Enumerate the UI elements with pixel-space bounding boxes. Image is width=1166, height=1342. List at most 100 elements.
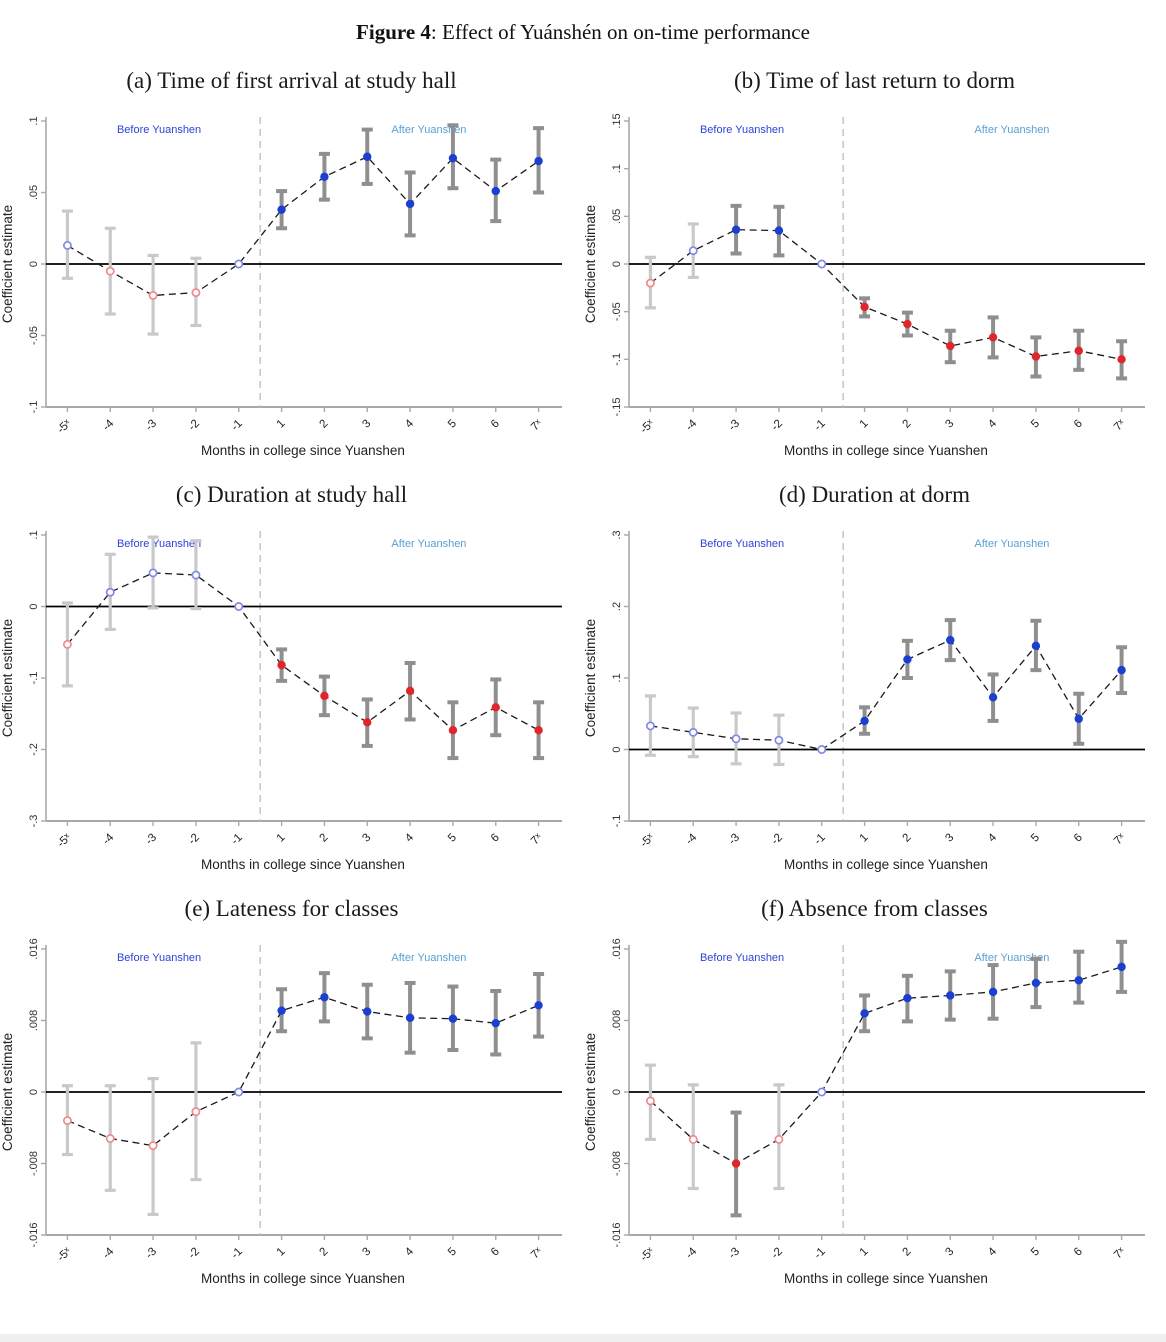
- data-point: [320, 993, 329, 1002]
- data-point: [491, 703, 500, 712]
- data-point: [534, 156, 543, 166]
- y-tick-label: .05: [611, 209, 623, 224]
- x-axis-title: Months in college since Yuanshen: [784, 857, 988, 872]
- data-point: [62, 639, 72, 649]
- x-tick-label: 7ˣ: [529, 1245, 545, 1261]
- data-point: [191, 570, 201, 580]
- x-tick-label: 4: [403, 417, 416, 430]
- before-yuanshen-label: Before Yuanshen: [700, 124, 784, 136]
- x-tick-label: 7ˣ: [529, 831, 545, 847]
- series-line: [650, 639, 1123, 751]
- bottom-strip: [0, 1334, 1166, 1342]
- data-point: [774, 226, 784, 235]
- x-tick-label: -3: [726, 832, 742, 848]
- x-tick-label: -5ˣ: [55, 831, 74, 850]
- x-tick-label: 3: [360, 1246, 373, 1259]
- x-tick-label: -5ˣ: [638, 417, 657, 436]
- panel-c-title: (c) Duration at study hall: [175, 482, 408, 507]
- x-tick-label: 1: [275, 418, 288, 431]
- x-tick-label: 1: [858, 418, 871, 431]
- panel-f: (f) Absence from classes .016 .008 0 -.008 -…: [583, 889, 1166, 1303]
- data-point: [860, 1009, 869, 1018]
- panel-b-plot: .15 .1 .05 0 -.05 -.1 -.15 -5ˣ -4 -3 -2 -1 1 2 3 4 5 6 7ˣ C…: [583, 113, 1145, 458]
- data-point: [946, 341, 955, 351]
- x-tick-label: 5: [1029, 832, 1042, 845]
- data-point: [105, 1134, 115, 1143]
- panel-b-title: (b) Time of last return to dorm: [733, 68, 1016, 93]
- x-tick-label: 6: [1072, 418, 1085, 431]
- x-tick-label: -1: [229, 418, 245, 434]
- data-point: [363, 718, 372, 727]
- data-point: [320, 691, 329, 701]
- data-point: [1117, 962, 1126, 972]
- panel-a: (a) Time of first arrival at study hall …: [0, 61, 583, 475]
- panel-a-title: (a) Time of first arrival at study hall: [126, 68, 457, 93]
- x-tick-label: 3: [943, 418, 956, 431]
- data-point: [405, 686, 415, 696]
- before-yuanshen-label: Before Yuanshen: [117, 952, 201, 964]
- x-tick-label: 4: [403, 1245, 416, 1258]
- data-point: [946, 991, 955, 1000]
- data-point: [448, 725, 458, 735]
- data-point: [191, 1107, 201, 1117]
- y-axis-title: Coefficient estimate: [583, 205, 598, 323]
- data-point: [148, 568, 158, 578]
- data-point: [534, 1001, 543, 1010]
- data-point: [731, 1159, 741, 1168]
- after-yuanshen-label: After Yuanshen: [974, 124, 1049, 136]
- x-tick-label: 2: [901, 1246, 914, 1259]
- data-point: [1074, 346, 1083, 355]
- figure-number: Figure 4: [356, 20, 431, 44]
- data-point: [534, 725, 543, 735]
- x-tick-label: 1: [275, 832, 288, 845]
- data-point: [860, 716, 869, 726]
- series-line: [649, 966, 1122, 1165]
- data-point: [731, 225, 741, 234]
- x-tick-label: 2: [901, 418, 914, 431]
- panel-d-title: (d) Duration at dorm: [779, 482, 970, 507]
- y-tick-label: .008: [611, 1010, 623, 1031]
- x-axis-title: Months in college since Yuanshen: [201, 857, 405, 872]
- x-tick-label: -3: [726, 1246, 742, 1262]
- x-tick-label: 7ˣ: [1112, 831, 1128, 847]
- x-tick-label: -4: [101, 831, 117, 847]
- panel-c-plot: .1 0 -.1 -.2 -.3 -5ˣ -4 -3 -2 -1 1 2 3 4 5 6 7ˣ Coefficie…: [0, 530, 562, 872]
- x-tick-label: 6: [489, 1246, 502, 1259]
- x-tick-label: -3: [726, 418, 742, 434]
- data-point: [903, 319, 912, 329]
- x-tick-label: 1: [858, 1246, 871, 1259]
- data-point: [191, 288, 201, 298]
- data-point: [688, 727, 698, 737]
- x-tick-label: 7ˣ: [1112, 417, 1128, 433]
- x-axis-title: Months in college since Yuanshen: [784, 443, 988, 458]
- x-axis-title: Months in college since Yuanshen: [201, 1271, 405, 1286]
- y-tick-label: 0: [611, 746, 623, 752]
- x-tick-label: -1: [812, 418, 828, 434]
- y-tick-label: .1: [28, 116, 40, 125]
- data-point: [277, 1006, 286, 1015]
- data-point: [817, 1087, 827, 1097]
- data-point: [62, 240, 72, 250]
- panel-b: (b) Time of last return to dorm .15 .1 .05…: [583, 61, 1166, 475]
- panel-e-plot: .016 .008 0 -.008 -.016 -5ˣ -4 -3 -2 -1 1 2 3 4 5 6 7ˣ Co…: [0, 938, 562, 1286]
- y-tick-label: 0: [611, 261, 623, 267]
- y-tick-label: .3: [611, 530, 623, 539]
- x-tick-label: -2: [769, 832, 785, 848]
- after-yuanshen-label: After Yuanshen: [391, 952, 466, 964]
- x-tick-label: -2: [769, 418, 785, 434]
- series-line: [67, 996, 539, 1147]
- x-tick-label: -2: [186, 1246, 202, 1262]
- series-line: [66, 572, 539, 731]
- y-tick-label: -.1: [28, 401, 40, 414]
- x-tick-label: -2: [769, 1246, 785, 1262]
- y-tick-label: 0: [611, 1089, 623, 1095]
- after-yuanshen-label: After Yuanshen: [974, 538, 1049, 550]
- x-tick-label: 2: [318, 832, 331, 845]
- x-tick-label: 6: [489, 832, 502, 845]
- data-point: [234, 259, 244, 269]
- x-tick-label: -4: [101, 417, 117, 433]
- data-point: [1031, 352, 1041, 361]
- x-tick-label: -4: [684, 1245, 700, 1261]
- y-tick-label: -.016: [611, 1222, 623, 1247]
- data-point: [946, 635, 955, 645]
